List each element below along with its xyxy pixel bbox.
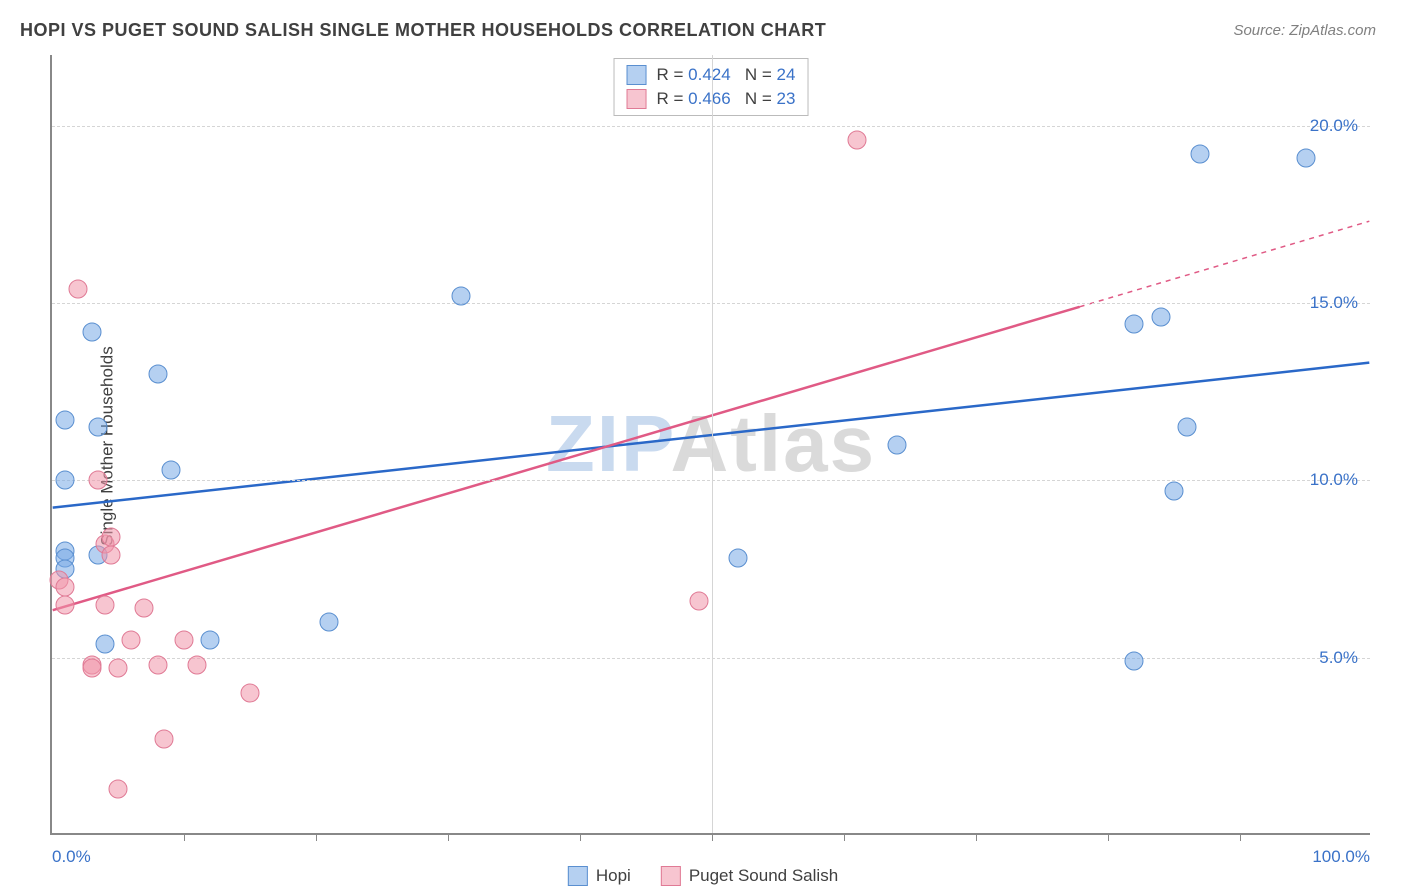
data-point [729,549,748,568]
gridline-h [52,303,1370,304]
data-point [188,655,207,674]
gridline-h [52,126,1370,127]
trend-lines [52,55,1370,833]
x-tick [184,833,185,841]
data-point [102,545,121,564]
data-point [1178,418,1197,437]
legend-stats: R = 0.424 N = 24 R = 0.466 N = 23 [614,58,809,116]
legend-swatch [627,89,647,109]
data-point [1151,308,1170,327]
legend-swatch [627,65,647,85]
data-point [109,779,128,798]
data-point [1165,482,1184,501]
x-tick [580,833,581,841]
y-tick-label: 5.0% [1319,648,1358,668]
data-point [887,436,906,455]
data-point [102,528,121,547]
data-point [175,631,194,650]
data-point [109,659,128,678]
legend-series: Hopi Puget Sound Salish [568,866,838,886]
data-point [452,287,471,306]
legend-swatch [661,866,681,886]
source-label: Source: ZipAtlas.com [1233,22,1376,39]
data-point [148,365,167,384]
data-point [82,659,101,678]
data-point [241,684,260,703]
data-point [848,131,867,150]
data-point [201,631,220,650]
legend-series-item: Hopi [568,866,631,886]
data-point [320,613,339,632]
legend-stat-text: R = 0.424 N = 24 [657,65,796,85]
x-tick [712,833,713,841]
x-tick [316,833,317,841]
data-point [1125,315,1144,334]
legend-stat-row: R = 0.466 N = 23 [627,87,796,111]
legend-label: Hopi [596,866,631,886]
x-tick [1108,833,1109,841]
y-tick-label: 10.0% [1310,470,1358,490]
chart-title: HOPI VS PUGET SOUND SALISH SINGLE MOTHER… [20,20,826,41]
data-point [155,730,174,749]
data-point [1125,652,1144,671]
y-tick-label: 15.0% [1310,293,1358,313]
data-point [56,595,75,614]
data-point [89,471,108,490]
x-tick [448,833,449,841]
x-tick-label: 0.0% [52,847,91,867]
data-point [161,460,180,479]
data-point [135,599,154,618]
data-point [148,655,167,674]
watermark: ZIPAtlas [546,398,876,490]
x-tick [976,833,977,841]
gridline-v [712,55,713,833]
data-point [82,322,101,341]
x-tick [844,833,845,841]
data-point [95,595,114,614]
legend-stat-row: R = 0.424 N = 24 [627,63,796,87]
legend-swatch [568,866,588,886]
legend-series-item: Puget Sound Salish [661,866,838,886]
x-tick-label: 100.0% [1312,847,1370,867]
scatter-plot-area: ZIPAtlas R = 0.424 N = 24 R = 0.466 N = 2… [50,55,1370,835]
x-tick [1240,833,1241,841]
data-point [1297,148,1316,167]
data-point [1191,145,1210,164]
data-point [689,592,708,611]
data-point [122,631,141,650]
legend-stat-text: R = 0.466 N = 23 [657,89,796,109]
data-point [95,634,114,653]
gridline-h [52,658,1370,659]
y-tick-label: 20.0% [1310,116,1358,136]
data-point [56,577,75,596]
legend-label: Puget Sound Salish [689,866,838,886]
data-point [69,280,88,299]
data-point [89,418,108,437]
data-point [56,411,75,430]
data-point [56,471,75,490]
